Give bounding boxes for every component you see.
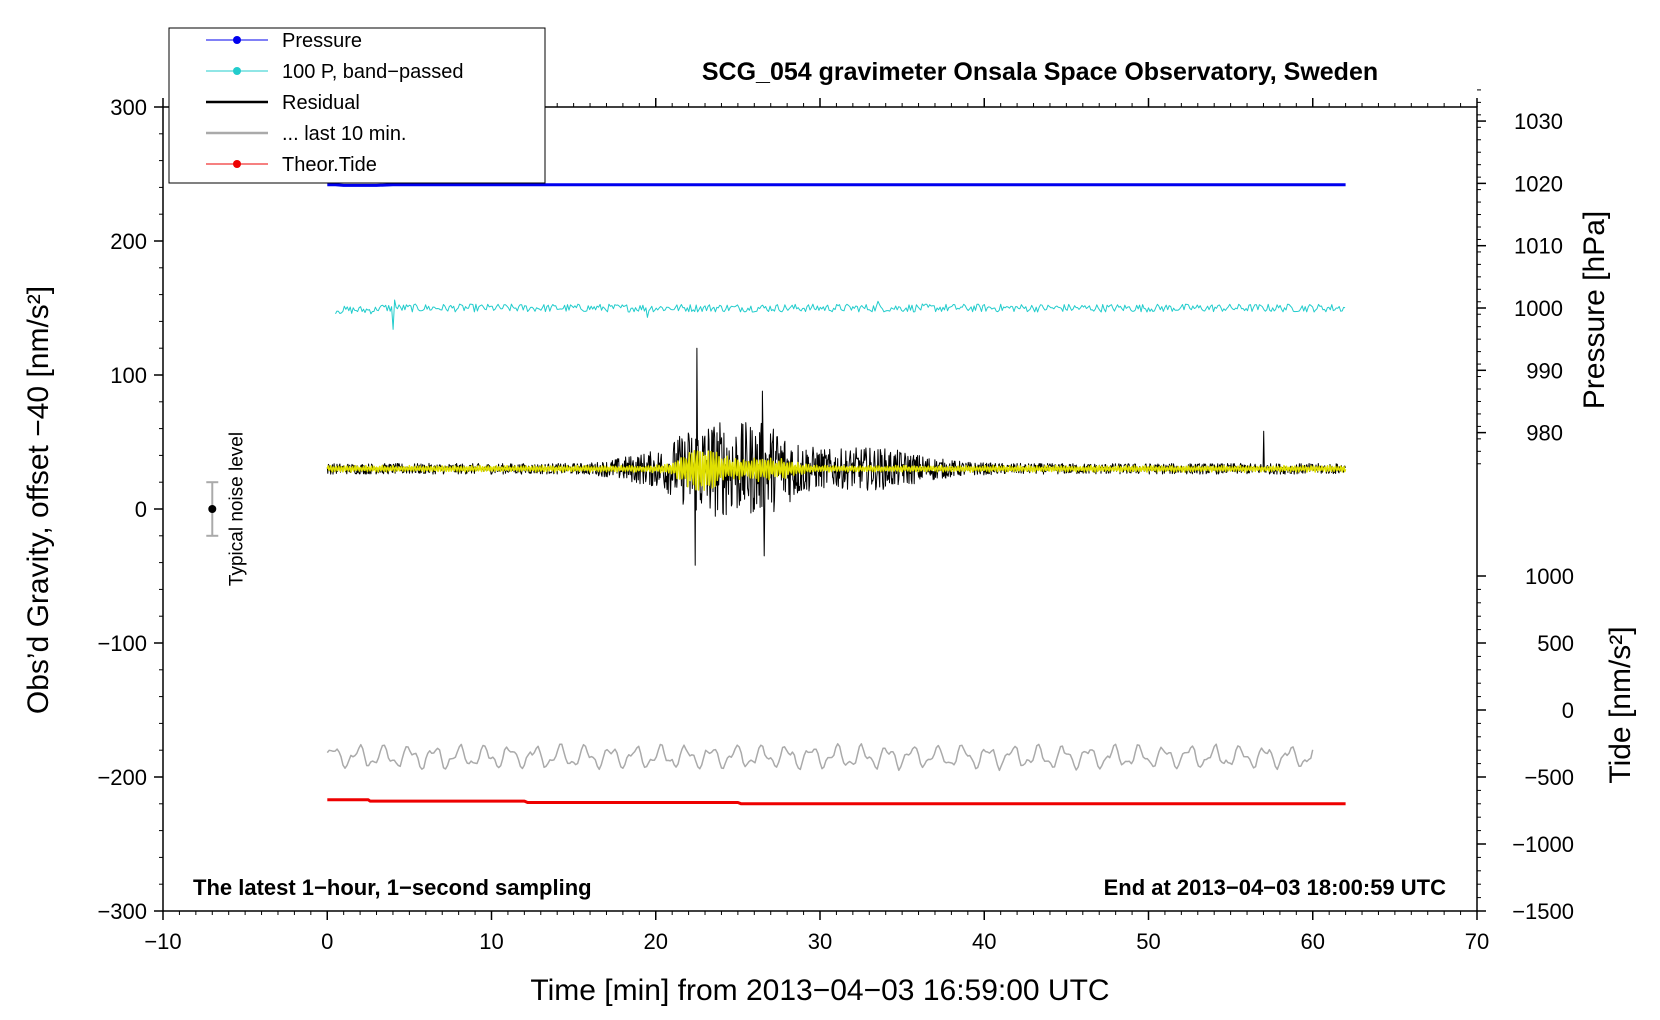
x-tick-label: 50 [1136, 929, 1160, 954]
pressure-line [327, 183, 1346, 187]
tide-tick-label: 500 [1537, 631, 1574, 656]
y-tick-label: −100 [97, 631, 147, 656]
tide-tick-label: −1500 [1512, 899, 1574, 924]
legend-label: Residual [282, 92, 360, 114]
x-tick-label: 70 [1465, 929, 1489, 954]
legend-marker [233, 67, 241, 75]
tide-axis-label: Tide [nm/s²] [1604, 626, 1637, 783]
legend-label: Pressure [282, 30, 362, 52]
footer-left-text: The latest 1−hour, 1−second sampling [193, 875, 592, 900]
tide-tick-label: 0 [1562, 698, 1574, 723]
x-tick-label: 40 [972, 929, 996, 954]
pressure-tick-label: 1030 [1514, 109, 1563, 134]
residual-line [326, 347, 1346, 566]
legend-label: Theor.Tide [282, 154, 377, 176]
plot-frame [162, 106, 1478, 912]
pressure-tick-label: 990 [1526, 358, 1563, 383]
pressure-tick-label: 1020 [1514, 171, 1563, 196]
legend-label: 100 P, band−passed [282, 61, 463, 83]
legend-box [168, 27, 546, 184]
legend-marker [233, 160, 241, 168]
legend: Pressure 100 P, band−passed Residual ... la… [168, 27, 546, 184]
y-tick-label: −300 [97, 899, 147, 924]
tide-tick-label: −1000 [1512, 832, 1574, 857]
x-axis-label: Time [min] from 2013−04−03 16:59:00 UTC [530, 974, 1109, 1007]
tide-line [327, 798, 1346, 806]
y-tick-label: 200 [110, 229, 147, 254]
pressure-tick-label: 1000 [1514, 296, 1563, 321]
y-tick-label: 0 [135, 497, 147, 522]
series-layer [326, 183, 1347, 806]
x-tick-label: −10 [144, 929, 181, 954]
legend-label: ... last 10 min. [282, 123, 407, 145]
noise-indicator: Typical noise level [206, 432, 247, 586]
tide-tick-label: 1000 [1525, 564, 1574, 589]
y-tick-label: −200 [97, 765, 147, 790]
tide-tick-label: −500 [1524, 765, 1574, 790]
pressure-tick-label: 980 [1526, 421, 1563, 446]
residual-filtered-line [326, 450, 1347, 491]
bandpassed-pressure-line [335, 299, 1346, 330]
chart-title: SCG_054 gravimeter Onsala Space Observat… [702, 58, 1378, 86]
noise-dot [208, 505, 217, 513]
footer-right-text: End at 2013−04−03 18:00:59 UTC [1104, 875, 1447, 900]
pressure-tick-label: 1010 [1514, 234, 1563, 259]
ticks-layer: −10 0 10 20 30 40 50 60 70−300−200−1000100200300… [97, 89, 1574, 954]
x-tick-label: 20 [644, 929, 668, 954]
x-tick-label: 0 [321, 929, 333, 954]
pressure-axis-label: Pressure [hPa] [1578, 211, 1611, 409]
noise-label: Typical noise level [226, 432, 247, 586]
last-10-min-line [326, 743, 1314, 772]
y-tick-label: 100 [110, 363, 147, 388]
y-tick-label: 300 [110, 95, 147, 120]
x-tick-label: 30 [808, 929, 832, 954]
legend-entries: Pressure 100 P, band−passed Residual ... la… [206, 30, 463, 176]
x-tick-label: 10 [479, 929, 503, 954]
x-tick-label: 60 [1301, 929, 1325, 954]
y-axis-label: Obs’d Gravity, offset −40 [nm/s²] [22, 286, 55, 714]
legend-marker [233, 36, 241, 44]
